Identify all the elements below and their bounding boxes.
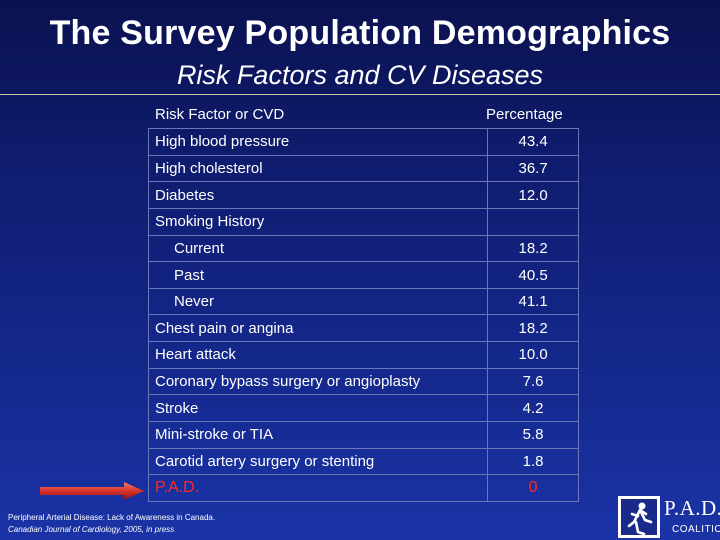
row-label: Carotid artery surgery or stenting [147, 447, 489, 476]
row-label: High blood pressure [147, 128, 489, 156]
pad-row-value: 0 [487, 474, 579, 502]
section-label: Smoking History [147, 207, 489, 236]
pad-row-label: P.A.D. [147, 474, 489, 502]
row-value: 18.2 [487, 234, 579, 263]
row-label: Chest pain or angina [147, 314, 489, 343]
row-value: 1.8 [487, 447, 579, 476]
row-label: Past [147, 261, 489, 289]
column-header-percentage: Percentage [486, 106, 563, 123]
citation-line-2: Canadian Journal of Cardiology, 2005, in… [8, 525, 175, 534]
row-value: 43.4 [487, 128, 579, 156]
logo-tagline: COALITION [672, 524, 720, 535]
row-value: 12.0 [487, 181, 579, 209]
row-label: Stroke [147, 394, 489, 423]
citation: Peripheral Arterial Disease: Lack of Awa… [8, 512, 215, 536]
pointer-arrow-icon [40, 482, 144, 500]
table-row: Chest pain or angina 18.2 [147, 314, 579, 343]
slide-title: The Survey Population Demographics [49, 14, 671, 52]
row-value: 7.6 [487, 367, 579, 396]
row-value: 4.2 [487, 394, 579, 423]
row-value: 36.7 [487, 154, 579, 183]
row-value: 18.2 [487, 314, 579, 343]
row-value: 5.8 [487, 421, 579, 449]
title-divider [0, 94, 720, 95]
row-label: Never [147, 287, 489, 316]
row-label: Coronary bypass surgery or angioplasty [147, 367, 489, 396]
row-label: Diabetes [147, 181, 489, 209]
logo-name: P.A.D. [664, 496, 720, 520]
table-row: Diabetes 12.0 [147, 181, 579, 209]
row-label: Mini-stroke or TIA [147, 421, 489, 449]
table-row: Past 40.5 [147, 261, 579, 289]
demographics-table: High blood pressure 43.4 High cholestero… [147, 128, 579, 502]
column-header-risk-factor: Risk Factor or CVD [155, 106, 285, 123]
row-label: High cholesterol [147, 154, 489, 183]
coalition-logo-icon [618, 496, 660, 538]
row-value [487, 207, 579, 236]
row-value: 10.0 [487, 341, 579, 369]
table-row: Stroke 4.2 [147, 394, 579, 423]
row-value: 41.1 [487, 287, 579, 316]
table-row-section: Smoking History [147, 207, 579, 236]
row-label: Heart attack [147, 341, 489, 369]
row-value: 40.5 [487, 261, 579, 289]
citation-line-1: Peripheral Arterial Disease: Lack of Awa… [8, 513, 216, 522]
table-row: Heart attack 10.0 [147, 341, 579, 369]
table-row: High cholesterol 36.7 [147, 154, 579, 183]
table-row: Carotid artery surgery or stenting 1.8 [147, 447, 579, 476]
table-row: Coronary bypass surgery or angioplasty 7… [147, 367, 579, 396]
table-row: Current 18.2 [147, 234, 579, 263]
row-label: Current [147, 234, 489, 263]
table-row: Mini-stroke or TIA 5.8 [147, 421, 579, 449]
table-row-highlight: P.A.D. 0 [147, 474, 579, 502]
table-row: Never 41.1 [147, 287, 579, 316]
slide-subtitle: Risk Factors and CV Diseases [176, 60, 544, 90]
table-row: High blood pressure 43.4 [147, 128, 579, 156]
